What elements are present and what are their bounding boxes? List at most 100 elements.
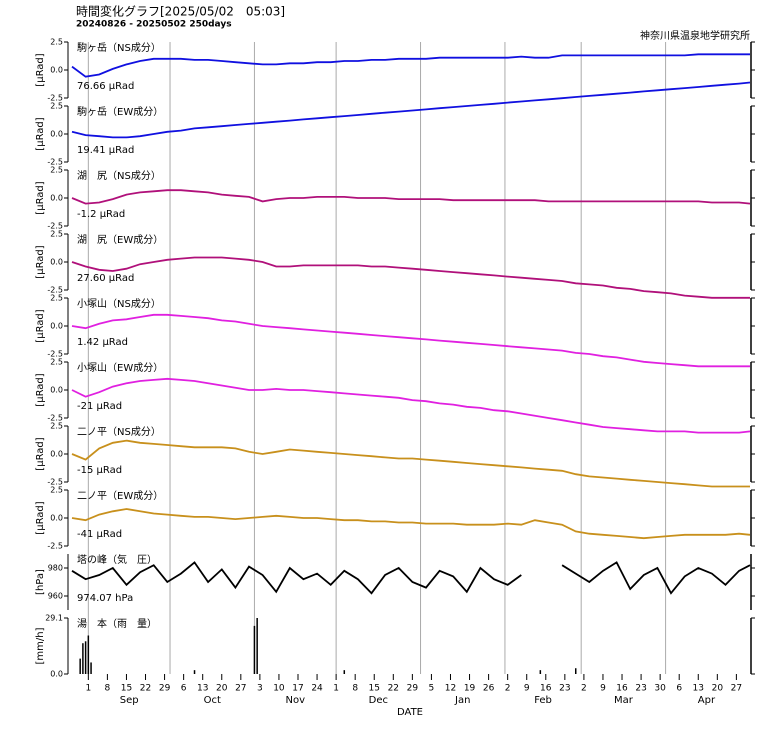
x-tick-label: 27 bbox=[731, 684, 742, 694]
chart-subtitle: 20240826 - 20250502 250days bbox=[76, 20, 232, 30]
unit-label: [μRad] bbox=[35, 501, 46, 534]
x-tick-label: 3 bbox=[257, 684, 263, 694]
month-label: Oct bbox=[204, 695, 221, 706]
month-label: Nov bbox=[286, 695, 306, 706]
x-tick-label: 15 bbox=[121, 684, 132, 694]
y-tick-label: 0.0 bbox=[50, 670, 63, 679]
panel-name: 湖 尻（EW成分） bbox=[77, 234, 163, 246]
x-tick-label: 29 bbox=[159, 684, 171, 694]
y-tick-label: 2.5 bbox=[50, 38, 63, 47]
panel-name: 二ノ平（EW成分） bbox=[77, 490, 163, 502]
panel-name: 塔の峰（気 圧） bbox=[77, 553, 157, 566]
y-tick-label: 2.5 bbox=[50, 230, 63, 239]
unit-label: [μRad] bbox=[35, 437, 46, 470]
unit-label: [μRad] bbox=[35, 245, 46, 278]
x-tick-label: 9 bbox=[600, 684, 606, 694]
y-tick-label: 0.0 bbox=[50, 258, 63, 267]
y-tick-label: -2.5 bbox=[47, 94, 63, 103]
panel-name: 湯 本（雨 量） bbox=[77, 617, 157, 630]
x-tick-label: 1 bbox=[333, 684, 339, 694]
unit-label: [μRad] bbox=[35, 373, 46, 406]
series-line bbox=[71, 561, 751, 595]
x-tick-label: 12 bbox=[445, 684, 456, 694]
x-tick-label: 22 bbox=[388, 684, 399, 694]
x-tick-label: 13 bbox=[197, 684, 208, 694]
panel-name: 駒ヶ岳（NS成分） bbox=[77, 42, 161, 54]
x-tick-label: 22 bbox=[140, 684, 151, 694]
series-line bbox=[71, 256, 750, 299]
x-tick-label: 26 bbox=[483, 684, 495, 694]
y-tick-label: 0.0 bbox=[50, 450, 63, 459]
x-tick-label: 16 bbox=[540, 684, 552, 694]
panel-annotation: 1.42 μRad bbox=[77, 337, 128, 348]
y-tick-label: -2.5 bbox=[47, 350, 63, 359]
y-tick-label: -2.5 bbox=[47, 158, 63, 167]
y-tick-label: -2.5 bbox=[47, 478, 63, 487]
y-tick-label: 0.0 bbox=[50, 194, 63, 203]
y-tick-label: 29.1 bbox=[45, 614, 63, 623]
x-tick-label: 2 bbox=[505, 684, 511, 694]
x-tick-label: 20 bbox=[216, 684, 228, 694]
x-tick-label: 13 bbox=[693, 684, 704, 694]
x-tick-label: 23 bbox=[635, 684, 646, 694]
y-tick-label: -2.5 bbox=[47, 542, 63, 551]
y-tick-label: 960 bbox=[48, 592, 63, 601]
panel-name: 湖 尻（NS成分） bbox=[77, 170, 161, 182]
x-tick-label: 30 bbox=[654, 684, 666, 694]
y-tick-label: -2.5 bbox=[47, 414, 63, 423]
panel-name: 二ノ平（NS成分） bbox=[77, 426, 161, 438]
x-tick-label: 27 bbox=[235, 684, 246, 694]
panel-annotation: 76.66 μRad bbox=[77, 81, 134, 92]
y-tick-label: -2.5 bbox=[47, 286, 63, 295]
y-tick-label: 2.5 bbox=[50, 166, 63, 175]
y-tick-label: 0.0 bbox=[50, 130, 63, 139]
x-tick-label: 16 bbox=[616, 684, 628, 694]
y-tick-label: 980 bbox=[48, 564, 63, 573]
panel-name: 駒ヶ岳（EW成分） bbox=[77, 106, 163, 118]
month-label: Mar bbox=[614, 695, 634, 706]
month-label: Sep bbox=[120, 695, 139, 706]
unit-label: [μRad] bbox=[35, 181, 46, 214]
chart-title: 時間変化グラフ[2025/05/02 05:03] bbox=[76, 4, 285, 19]
month-label: Dec bbox=[369, 695, 388, 706]
panel-annotation: 27.60 μRad bbox=[77, 273, 134, 284]
x-tick-label: 15 bbox=[369, 684, 380, 694]
panel-annotation: 974.07 hPa bbox=[77, 593, 133, 604]
x-tick-label: 29 bbox=[407, 684, 419, 694]
series-line bbox=[71, 313, 750, 368]
unit-label: [μRad] bbox=[35, 309, 46, 342]
x-tick-label: 20 bbox=[712, 684, 724, 694]
x-tick-label: 1 bbox=[85, 684, 91, 694]
y-tick-label: 0.0 bbox=[50, 514, 63, 523]
panel-name: 小塚山（NS成分） bbox=[77, 298, 161, 310]
series-line bbox=[71, 53, 750, 78]
x-tick-label: 10 bbox=[273, 684, 285, 694]
y-tick-label: 2.5 bbox=[50, 294, 63, 303]
x-tick-label: 6 bbox=[181, 684, 187, 694]
panel-name: 小塚山（EW成分） bbox=[77, 362, 163, 374]
source: 神奈川県温泉地学研究所 bbox=[640, 29, 750, 42]
x-tick-label: 23 bbox=[559, 684, 570, 694]
y-tick-label: 0.0 bbox=[50, 322, 63, 331]
y-tick-label: 2.5 bbox=[50, 358, 63, 367]
x-tick-label: 8 bbox=[352, 684, 358, 694]
y-tick-label: 2.5 bbox=[50, 422, 63, 431]
x-tick-label: 5 bbox=[429, 684, 435, 694]
y-tick-label: 2.5 bbox=[50, 102, 63, 111]
x-tick-label: 8 bbox=[105, 684, 111, 694]
x-tick-label: 6 bbox=[676, 684, 682, 694]
x-tick-label: 24 bbox=[311, 684, 323, 694]
panel-annotation: -15 μRad bbox=[77, 465, 122, 476]
panel-annotation: -1.2 μRad bbox=[77, 209, 125, 220]
y-tick-label: 0.0 bbox=[50, 386, 63, 395]
series-line bbox=[71, 81, 751, 139]
series-line bbox=[71, 189, 751, 205]
unit-label: [hPa] bbox=[35, 569, 46, 595]
month-label: Apr bbox=[698, 695, 716, 706]
x-axis-label: DATE bbox=[397, 707, 423, 718]
unit-label: [μRad] bbox=[35, 53, 46, 86]
series-line bbox=[71, 439, 750, 488]
x-tick-label: 2 bbox=[581, 684, 587, 694]
month-label: Feb bbox=[534, 695, 552, 706]
